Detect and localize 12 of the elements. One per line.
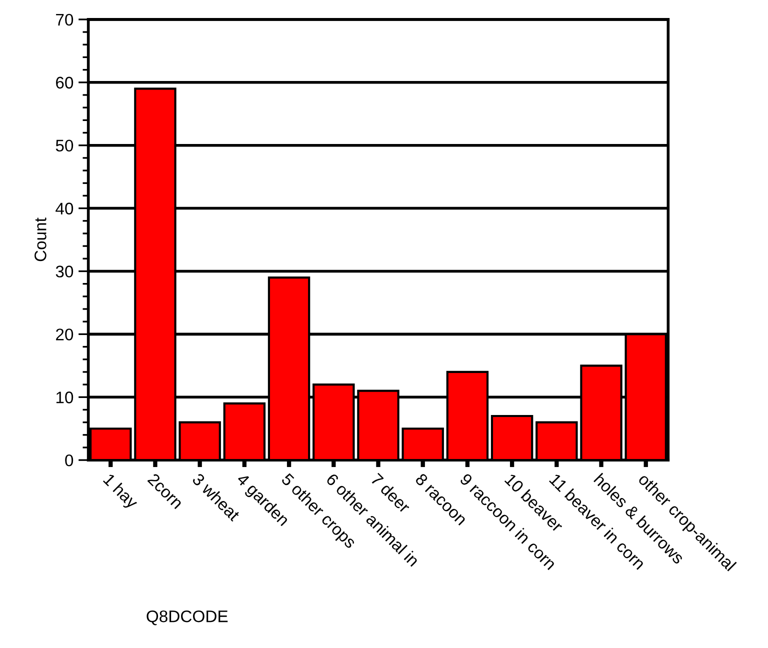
x-tick-label: 7 deer [370, 472, 412, 514]
y-tick-label: 30 [56, 266, 74, 278]
y-tick-label: 40 [56, 202, 74, 214]
y-tick-label: 70 [56, 14, 74, 26]
y-tick-label: 20 [56, 328, 74, 340]
y-tick-label: 10 [56, 392, 74, 404]
y-tick-label: 0 [65, 454, 74, 466]
x-axis-title: Q8DCODE [146, 610, 228, 626]
y-axis-title: Count [34, 218, 46, 262]
x-tick-label: 1 hay [100, 472, 140, 512]
y-tick-label: 60 [56, 76, 74, 89]
y-tick-label: 50 [56, 140, 74, 152]
